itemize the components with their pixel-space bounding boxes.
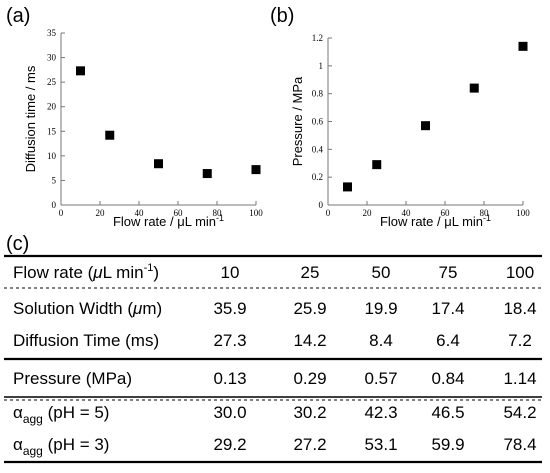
plot-a-y-tick-label: 35 [47,28,57,38]
table-cell: 6.4 [436,331,460,350]
table-row-label: Pressure (MPa) [13,369,132,388]
table-cell: 30.2 [293,403,326,422]
plot-b-y-tick-label: 1.2 [312,33,323,43]
table-header-value: 100 [506,263,534,282]
table-cell: 0.84 [431,369,464,388]
plot-a-x-tick-label: 20 [96,208,106,218]
table-cell: 25.9 [293,299,326,318]
plot-b-point [469,83,479,93]
plot-b-x-tick-label: 60 [441,208,451,218]
table-cell: 78.4 [503,435,536,454]
mu-symbol: μ [132,299,143,318]
plot-b-point [421,121,430,131]
plot-b-x-axis-label-superscript: -1 [483,213,491,223]
table-cell: 18.4 [503,299,536,318]
plot-a-y-tick-label: 5 [52,175,57,185]
plot-a-y-tick-label: 0 [52,200,57,210]
table-cell: 35.9 [213,299,246,318]
table-cell: 0.57 [364,369,397,388]
plot-a-y-tick-label: 15 [47,126,57,136]
plot-a-y-tick-label: 10 [47,151,57,161]
alpha-subscript: agg [23,412,43,426]
table-cell: 29.2 [213,435,246,454]
table-cell: 19.9 [364,299,397,318]
table-cell: 0.13 [213,369,246,388]
plot-a-y-tick-label: 25 [47,77,57,87]
plot-b-x-tick-label: 20 [363,208,373,218]
table-cell: 59.9 [431,435,464,454]
plot-b-y-axis-label: Pressure / MPa [290,76,305,166]
panel-c-letter: (c) [6,233,29,255]
plot-a-x-tick-label: 0 [59,208,64,218]
plot-b: 0 20 40 60 80 100 0 0.2 0.4 0.6 0.8 1 1.2 Flow rate /… [290,33,530,229]
table-header-value: 10 [221,263,240,282]
plot-a-y-tick-label: 20 [47,102,57,112]
table-cell: 27.2 [293,435,326,454]
table-row-label: Solution Width (μm) [13,299,162,318]
header-unit-superscript: -1 [144,262,154,274]
plot-b-x-tick-label: 0 [326,208,331,218]
table-row-label: αagg (pH = 5) [13,403,109,426]
plot-a-point [202,169,212,179]
table-cell: 53.1 [364,435,397,454]
plot-b-y-tick-label: 1 [319,61,324,71]
panel-b-letter: (b) [270,5,294,27]
table-cell: 14.2 [293,331,326,350]
plot-b-y-tick-label: 0.4 [312,144,324,154]
table-header-value: 25 [301,263,320,282]
table-cell: 46.5 [431,403,464,422]
table-row-label: αagg (pH = 3) [13,435,109,458]
plot-b-x-tick-label: 80 [480,208,490,218]
header-close-paren: ) [153,263,159,282]
plot-b-x-tick-label: 40 [402,208,412,218]
plot-a-y-tick-label: 30 [47,53,57,63]
plot-b-point [343,182,352,192]
table-cell: 27.3 [213,331,246,350]
plot-b-y-tick-label: 0.8 [312,89,324,99]
header-unit: L min [103,263,144,282]
plot-a-point [76,66,85,76]
row-label-rest: (pH = 3) [43,435,110,454]
table-row-label: Diffusion Time (ms) [13,331,159,350]
row-label-rest: (pH = 5) [43,403,110,422]
table-cell: 17.4 [431,299,464,318]
plot-b-point [372,160,382,170]
panel-a-letter: (a) [6,5,30,27]
table-cell: 42.3 [364,403,397,422]
plot-b-y-tick-label: 0.2 [312,172,323,182]
alpha-subscript: agg [23,444,43,458]
table-cell: 7.2 [508,331,532,350]
table-cell: 0.29 [293,369,326,388]
alpha-symbol: α [13,403,23,422]
table-cell: 1.14 [503,369,536,388]
plot-a: 0 20 40 60 80 100 0 5 10 15 20 25 30 35 Flow rate / μL… [23,28,263,229]
table-header-value: 75 [439,263,458,282]
plot-a-x-tick-label: 80 [213,208,223,218]
row-label-rest: m) [142,299,162,318]
table-cell: 30.0 [213,403,246,422]
mu-symbol: μ [92,263,103,282]
plot-b-y-tick-label: 0.6 [312,117,324,127]
table-header-value: 50 [372,263,391,282]
table-cell: 54.2 [503,403,536,422]
plot-a-point [105,130,115,140]
plot-a-x-tick-label: 100 [249,208,263,218]
plot-b-point [518,41,528,51]
table-header-label: Flow rate (μL min-1) [13,262,159,282]
plot-a-point [251,165,261,175]
plot-a-x-axis-label: Flow rate / μL min-1 [113,213,224,229]
plot-a-x-tick-label: 60 [174,208,184,218]
plot-b-x-tick-label: 100 [516,208,530,218]
plot-a-x-axis-label-superscript: -1 [216,213,224,223]
plot-b-x-axis-label: Flow rate / μL min-1 [380,213,491,229]
plot-a-y-axis-label: Diffusion time / ms [23,65,38,172]
data-table: Flow rate (μL min-1) 10 25 50 75 100 Solution … [4,254,542,464]
table-cell: 8.4 [369,331,393,350]
plot-a-point [154,159,163,169]
alpha-symbol: α [13,435,23,454]
plot-b-y-tick-label: 0 [319,200,324,210]
plot-a-x-tick-label: 40 [135,208,145,218]
